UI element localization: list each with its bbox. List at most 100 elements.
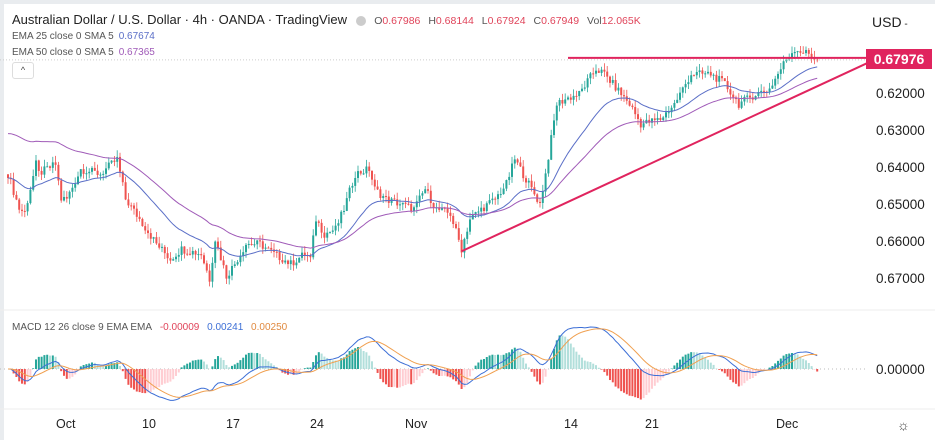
- macd-histogram-bar: [639, 369, 642, 400]
- price-axis-label: 0.62000: [876, 86, 925, 101]
- macd-histogram-bar: [749, 369, 751, 379]
- macd-histogram-bar: [457, 369, 460, 385]
- candle-body: [116, 156, 119, 162]
- macd-histogram-bar: [455, 369, 457, 382]
- macd-histogram-bar: [99, 365, 102, 369]
- macd-histogram-bar: [460, 369, 463, 389]
- macd-histogram-bar: [138, 369, 141, 393]
- macd-histogram-bar: [141, 369, 144, 393]
- macd-histogram-bar: [228, 367, 231, 369]
- macd-histogram-bar: [441, 369, 443, 376]
- candle-body: [407, 203, 410, 205]
- macd-histogram-bar: [491, 354, 494, 369]
- macd-histogram-bar: [35, 359, 37, 369]
- price-axis-label: 0.67000: [876, 271, 925, 286]
- candle-body: [527, 180, 530, 183]
- macd-histogram-bar: [149, 369, 152, 392]
- candle-body: [723, 78, 726, 82]
- currency-selector[interactable]: USD -: [872, 14, 908, 30]
- candle-body: [578, 91, 581, 97]
- candle-body: [522, 166, 525, 179]
- macd-histogram-bar: [659, 369, 662, 381]
- candle-body: [247, 243, 250, 245]
- macd-histogram-bar: [735, 369, 737, 384]
- candle-body: [21, 209, 23, 211]
- candle-body: [236, 262, 239, 265]
- macd-histogram-bar: [665, 369, 667, 375]
- macd-histogram-bar: [698, 353, 701, 369]
- candle-body: [242, 252, 245, 256]
- candle-body: [793, 51, 796, 54]
- candle-body: [653, 118, 656, 121]
- macd-histogram-bar: [796, 354, 799, 369]
- candle-body: [99, 174, 102, 176]
- ema25-label: EMA 25 close 0 SMA 5: [12, 31, 114, 42]
- candle-body: [261, 241, 264, 249]
- macd-histogram-bar: [597, 367, 600, 369]
- candle-body: [250, 243, 253, 246]
- candle-body: [659, 117, 662, 120]
- candle-body: [18, 199, 21, 210]
- macd-histogram-bar: [673, 365, 676, 369]
- macd-histogram-bar: [217, 356, 219, 369]
- chart-canvas[interactable]: [0, 4, 935, 440]
- candle-body: [729, 89, 732, 95]
- macd-histogram-bar: [625, 369, 628, 395]
- candle-body: [603, 69, 606, 72]
- collapse-indicators-button[interactable]: ^: [12, 62, 34, 79]
- macd-histogram-bar: [589, 361, 592, 369]
- candle-body: [718, 76, 721, 82]
- candle-body: [575, 95, 578, 97]
- macd-histogram-bar: [662, 369, 665, 378]
- candle-body: [292, 260, 295, 266]
- candle-body: [278, 252, 281, 261]
- collapse-legend-icon[interactable]: [355, 15, 366, 26]
- candle-body: [71, 187, 74, 192]
- ema50-line: [7, 77, 818, 249]
- macd-histogram-bar: [816, 369, 819, 372]
- macd-histogram-bar: [799, 356, 802, 369]
- macd-histogram-bar: [653, 369, 656, 386]
- macd-histogram-bar: [317, 352, 320, 369]
- price-axis-label: 0.66000: [876, 234, 925, 249]
- candle-body: [737, 99, 740, 108]
- macd-histogram-bar: [614, 369, 617, 387]
- macd-histogram-bar: [399, 369, 401, 388]
- candle-body: [259, 240, 261, 242]
- macd-histogram-bar: [740, 369, 743, 386]
- macd-histogram-bar: [105, 366, 107, 369]
- macd-histogram-bar: [525, 363, 527, 369]
- macd-histogram-bar: [60, 369, 63, 372]
- candle-body: [289, 260, 292, 265]
- candle-body: [102, 173, 105, 175]
- macd-histogram-bar: [732, 369, 735, 383]
- macd-histogram-bar: [407, 369, 410, 384]
- candle-body: [385, 196, 387, 198]
- candle-body: [175, 256, 177, 260]
- candle-body: [357, 171, 359, 178]
- candle-body: [169, 258, 172, 261]
- candle-body: [63, 196, 65, 201]
- time-label: Nov: [405, 417, 428, 431]
- macd-histogram-bar: [575, 351, 578, 369]
- macd-histogram-bar: [194, 360, 197, 369]
- macd-histogram-bar: [306, 367, 309, 369]
- candle-body: [281, 260, 284, 263]
- candle-body: [12, 179, 15, 195]
- ema25-legend[interactable]: EMA 25 close 0 SMA 5 0.67674: [12, 31, 160, 42]
- macd-legend[interactable]: MACD 12 26 close 9 EMA EMA -0.00009 0.00…: [12, 322, 292, 333]
- symbol-title[interactable]: Australian Dollar / U.S. Dollar · 4h · O…: [12, 12, 347, 27]
- macd-histogram-bar: [18, 369, 21, 382]
- macd-histogram-bar: [315, 355, 317, 369]
- macd-histogram-bar: [113, 363, 116, 369]
- candle-body: [455, 224, 457, 229]
- macd-histogram-bar: [751, 369, 754, 378]
- gear-icon[interactable]: ☼: [897, 417, 910, 433]
- ema50-legend[interactable]: EMA 50 close 0 SMA 5 0.67365: [12, 47, 160, 58]
- macd-histogram-bar: [499, 355, 502, 369]
- macd-histogram-bar: [110, 363, 113, 369]
- macd-histogram-bar: [679, 359, 681, 369]
- candle-body: [712, 74, 715, 76]
- candle-body: [399, 204, 401, 206]
- candle-body: [586, 78, 589, 88]
